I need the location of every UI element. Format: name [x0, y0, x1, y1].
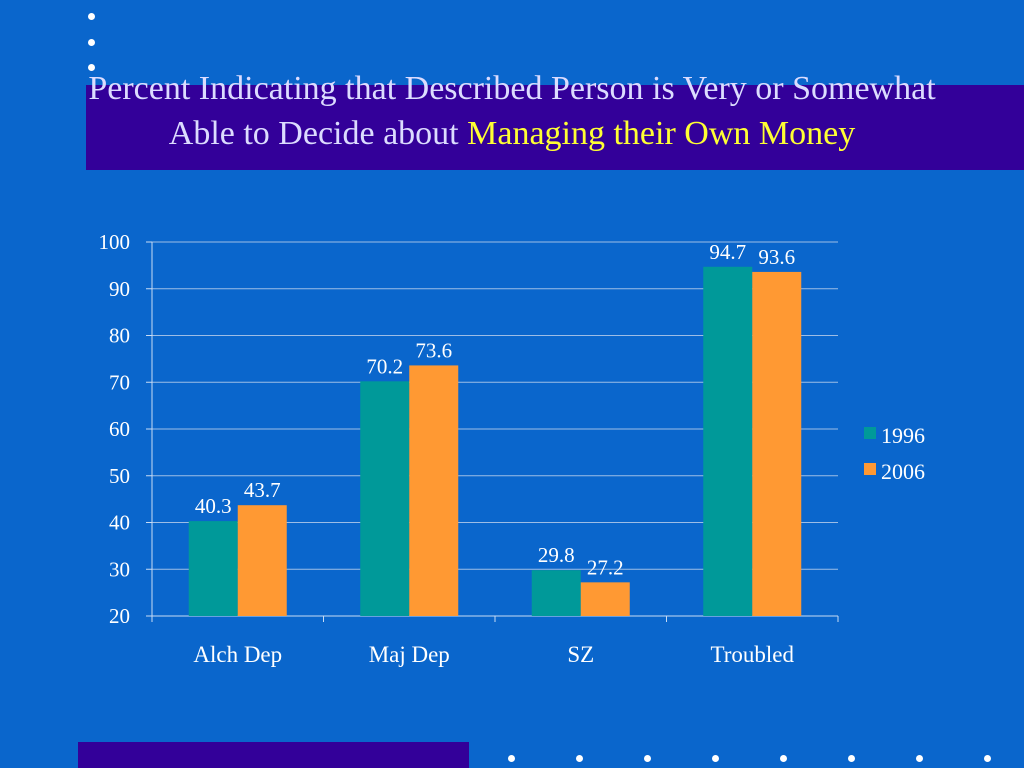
data-label: 43.7 — [244, 478, 281, 502]
y-tick-label: 20 — [109, 604, 130, 628]
x-category-label: Alch Dep — [193, 642, 282, 667]
bar-1996 — [531, 570, 581, 616]
decorative-dot — [508, 755, 515, 762]
decorative-dot — [780, 755, 787, 762]
decorative-dot — [576, 755, 583, 762]
title-text: Percent Indicating that Described Person… — [88, 70, 936, 152]
decorative-dot — [644, 755, 651, 762]
title-highlight-text: Managing their Own Money — [467, 115, 856, 152]
bar-1996 — [188, 521, 238, 616]
y-tick-label: 70 — [109, 370, 130, 394]
decorative-dot — [712, 755, 719, 762]
decorative-dot — [916, 755, 923, 762]
x-category-label: Maj Dep — [369, 642, 450, 667]
data-label: 73.6 — [415, 338, 452, 362]
bar-2006 — [752, 271, 802, 616]
y-tick-label: 40 — [109, 511, 130, 535]
legend-label: 2006 — [881, 459, 925, 484]
y-tick-label: 30 — [109, 557, 130, 581]
bar-1996 — [703, 266, 753, 616]
bar-2006 — [237, 505, 287, 616]
y-tick-label: 60 — [109, 417, 130, 441]
data-label: 93.6 — [758, 245, 795, 269]
decorative-dot — [848, 755, 855, 762]
x-category-label: SZ — [567, 642, 594, 667]
data-label: 70.2 — [366, 354, 403, 378]
title-band — [86, 85, 1024, 170]
decorative-dot — [984, 755, 991, 762]
decorative-dot — [88, 39, 95, 46]
slide-title: Percent Indicating that Described Person… — [86, 66, 938, 156]
data-label: 29.8 — [538, 543, 575, 567]
bar-2006 — [409, 365, 459, 616]
legend-label: 1996 — [881, 423, 925, 448]
legend-swatch — [864, 427, 876, 439]
bar-1996 — [360, 381, 410, 616]
data-label: 94.7 — [709, 240, 746, 264]
data-label: 40.3 — [195, 494, 232, 518]
bar-2006 — [580, 582, 630, 616]
y-tick-label: 50 — [109, 464, 130, 488]
bottom-band — [78, 742, 469, 768]
data-label: 27.2 — [587, 555, 624, 579]
y-tick-label: 80 — [109, 324, 130, 348]
x-category-label: Troubled — [711, 642, 795, 667]
y-tick-label: 90 — [109, 277, 130, 301]
y-tick-label: 100 — [99, 230, 131, 254]
decorative-dot — [88, 13, 95, 20]
decorative-dot — [88, 64, 95, 71]
legend-swatch — [864, 463, 876, 475]
